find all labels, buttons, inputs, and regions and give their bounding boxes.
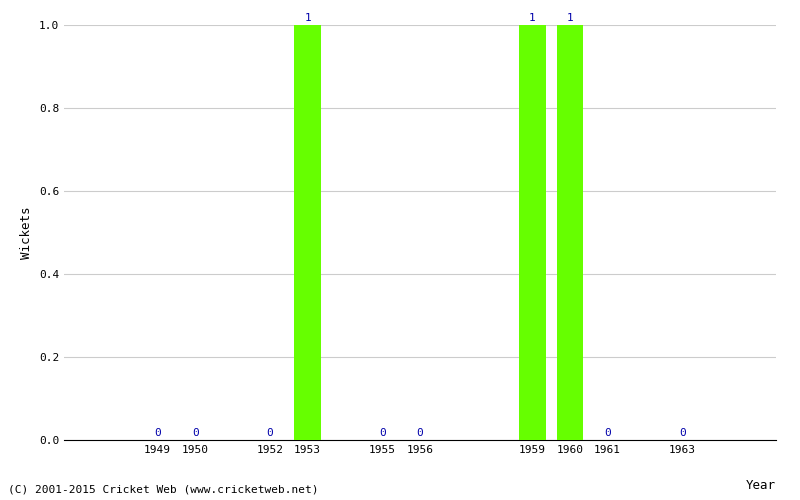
Text: 1: 1 [566, 13, 574, 23]
Text: 0: 0 [266, 428, 274, 438]
Bar [557, 25, 583, 440]
Y-axis label: Wickets: Wickets [20, 206, 34, 259]
Text: 0: 0 [192, 428, 198, 438]
Text: Year: Year [746, 479, 776, 492]
Bar [294, 25, 321, 440]
Text: (C) 2001-2015 Cricket Web (www.cricketweb.net): (C) 2001-2015 Cricket Web (www.cricketwe… [8, 485, 318, 495]
Text: 0: 0 [154, 428, 161, 438]
Bar [519, 25, 546, 440]
Text: 0: 0 [417, 428, 423, 438]
Text: 1: 1 [304, 13, 311, 23]
Text: 0: 0 [379, 428, 386, 438]
Text: 0: 0 [679, 428, 686, 438]
Text: 1: 1 [529, 13, 536, 23]
Text: 0: 0 [604, 428, 610, 438]
